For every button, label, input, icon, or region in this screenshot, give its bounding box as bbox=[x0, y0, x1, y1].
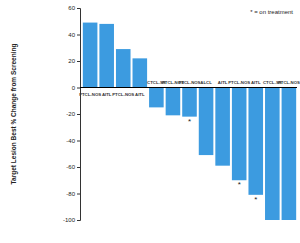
tick-label: -20 bbox=[66, 111, 75, 117]
bar bbox=[248, 88, 263, 195]
category-labels: PTCL-NOSAITLPTCL-NOSAITLCTCL-SSPTCL-NOSP… bbox=[79, 80, 300, 97]
y-tick: -40 bbox=[66, 138, 80, 144]
category-label: PTCL-NOS bbox=[112, 92, 134, 97]
tick-mark bbox=[77, 35, 80, 36]
bar bbox=[282, 88, 297, 221]
zero-line bbox=[80, 87, 297, 88]
y-tick: 20 bbox=[68, 58, 80, 64]
tick-mark bbox=[77, 61, 80, 62]
bar bbox=[199, 88, 214, 156]
legend: * = on treatment bbox=[250, 9, 293, 15]
bar bbox=[166, 88, 181, 116]
category-label: AITL bbox=[218, 80, 228, 85]
y-axis: -100 -80 -60 -40 -20 0 20 40 60 bbox=[63, 5, 81, 223]
chart: -100 -80 -60 -40 -20 0 20 40 60 Target Lesion Bes… bbox=[0, 0, 300, 243]
y-tick: -20 bbox=[66, 111, 80, 117]
bar bbox=[133, 58, 148, 87]
tick-mark bbox=[77, 88, 80, 89]
bar bbox=[215, 88, 230, 166]
tick-mark bbox=[77, 141, 80, 142]
annotation: * bbox=[238, 180, 241, 189]
category-label: PTCL-NOS bbox=[228, 80, 250, 85]
y-tick: 40 bbox=[68, 32, 80, 38]
tick-mark bbox=[77, 8, 80, 9]
y-tick: -100 bbox=[63, 217, 80, 223]
tick-label: 40 bbox=[68, 32, 75, 38]
category-label: PTCL-NOS bbox=[79, 92, 101, 97]
tick-label: -60 bbox=[66, 164, 75, 170]
bar bbox=[116, 49, 131, 87]
y-axis-title: Target Lesion Best % Change from Screeni… bbox=[10, 44, 18, 185]
y-tick: -80 bbox=[66, 191, 80, 197]
tick-mark bbox=[77, 194, 80, 195]
bar bbox=[232, 88, 247, 181]
y-tick: -60 bbox=[66, 164, 80, 170]
y-axis-line bbox=[77, 9, 81, 221]
bar bbox=[265, 88, 280, 221]
tick-label: 20 bbox=[68, 58, 75, 64]
bar bbox=[149, 88, 164, 108]
y-tick: 0 bbox=[72, 85, 80, 91]
category-label: PTCL-NOS bbox=[278, 80, 300, 85]
tick-label: -40 bbox=[66, 138, 75, 144]
category-label: AITL bbox=[251, 80, 261, 85]
annotation: * bbox=[254, 195, 257, 204]
annotation: * bbox=[188, 117, 191, 126]
category-label: ALCL bbox=[200, 80, 212, 85]
tick-label: 60 bbox=[68, 5, 75, 11]
bar bbox=[99, 24, 114, 88]
tick-mark bbox=[77, 167, 80, 168]
bar bbox=[182, 88, 197, 117]
bars bbox=[83, 23, 296, 220]
tick-label: 0 bbox=[72, 85, 76, 91]
category-label: AITL bbox=[135, 92, 145, 97]
tick-mark bbox=[77, 114, 80, 115]
tick-label: -100 bbox=[63, 217, 76, 223]
category-label: AITL bbox=[102, 92, 112, 97]
category-label: PTCL-NOS bbox=[179, 80, 201, 85]
tick-mark bbox=[77, 220, 80, 221]
bar bbox=[83, 23, 98, 88]
y-tick: 60 bbox=[68, 5, 80, 11]
tick-label: -80 bbox=[66, 191, 75, 197]
